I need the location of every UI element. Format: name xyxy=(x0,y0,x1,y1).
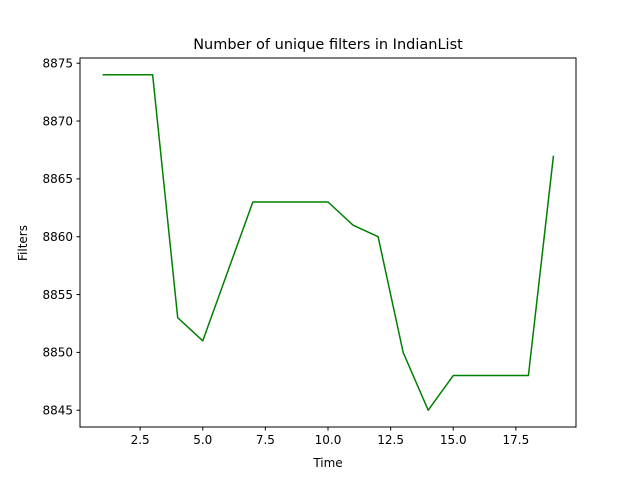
plot-area: 2.5 5.0 7.5 10.0 12.5 15.0 17.5 88458850885588… xyxy=(42,57,577,447)
y-tick-label: 8865 xyxy=(42,172,73,186)
x-tick-label: 17.5 xyxy=(503,433,530,447)
y-axis: 8845 8850 8855 8860 8865 8870 8875 xyxy=(42,57,80,418)
x-tick-label: 5.0 xyxy=(193,433,212,447)
y-tick-label: 8870 xyxy=(42,114,73,128)
y-tick-label: 8845 xyxy=(42,404,73,418)
axes-frame xyxy=(79,57,577,428)
y-tick-label: 8855 xyxy=(42,288,73,302)
x-tick-label: 12.5 xyxy=(377,433,404,447)
x-tick-label: 10.0 xyxy=(315,433,342,447)
series-layer xyxy=(102,74,555,411)
y-tick-label: 8860 xyxy=(42,230,73,244)
x-axis: 2.5 5.0 7.5 10.0 12.5 15.0 17.5 xyxy=(131,427,530,447)
x-tick-label: 15.0 xyxy=(440,433,467,447)
y-axis-label: Filters xyxy=(16,225,30,261)
x-tick-label: 2.5 xyxy=(131,433,150,447)
chart-title: Number of unique filters in IndianList xyxy=(193,37,463,53)
x-tick-label: 7.5 xyxy=(256,433,275,447)
series-line xyxy=(102,74,555,411)
x-axis-label: Time xyxy=(312,456,342,470)
y-tick-label: 8850 xyxy=(42,346,73,360)
y-tick-label: 8875 xyxy=(42,57,73,71)
